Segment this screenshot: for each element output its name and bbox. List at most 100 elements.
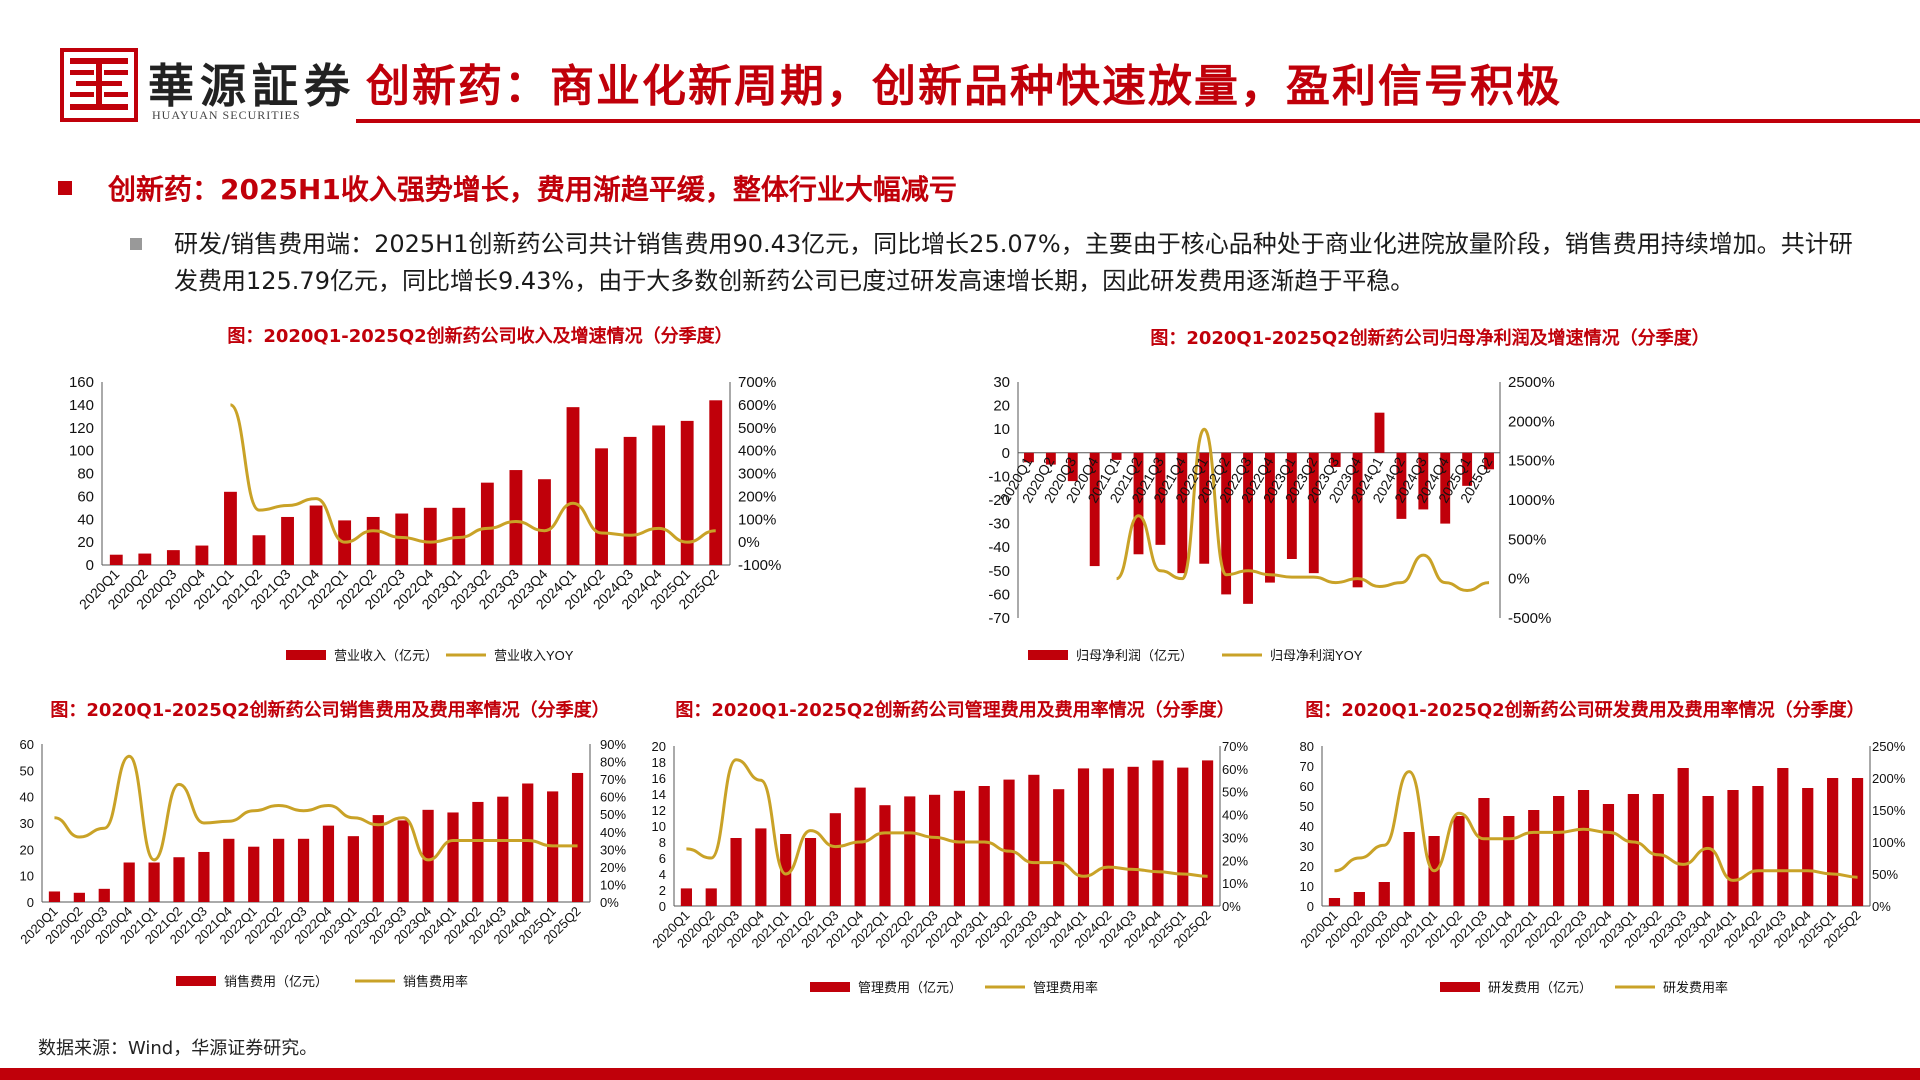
legend-bar-label: 归母净利润（亿元） bbox=[1076, 648, 1193, 663]
bar-mark bbox=[780, 834, 792, 906]
y-tick-label: 50 bbox=[20, 763, 34, 778]
y2-tick-label: -100% bbox=[738, 557, 781, 574]
rd-expense-chart: 010203040506070800%50%100%150%200%250%20… bbox=[1297, 739, 1906, 995]
bar-mark bbox=[148, 862, 160, 902]
y2-tick-label: 500% bbox=[1508, 531, 1546, 548]
chart-title-revenue: 图：2020Q1-2025Q2创新药公司收入及增速情况（分季度） bbox=[227, 326, 733, 347]
bar-mark bbox=[1528, 810, 1540, 906]
bar-mark bbox=[480, 482, 494, 565]
legend-line-label: 营业收入YOY bbox=[494, 648, 574, 663]
y-tick-label: -40 bbox=[988, 539, 1010, 556]
bar-mark bbox=[854, 787, 866, 906]
y2-tick-label: 30% bbox=[1222, 830, 1248, 845]
bar-mark bbox=[322, 825, 335, 902]
y-tick-label: 0 bbox=[27, 895, 34, 910]
y-tick-label: 10 bbox=[1300, 879, 1314, 894]
bar-mark bbox=[804, 838, 817, 906]
bar-mark bbox=[1727, 790, 1739, 906]
legend-bar-label: 研发费用（亿元） bbox=[1488, 980, 1592, 995]
y2-tick-label: 500% bbox=[738, 420, 776, 437]
bar-mark bbox=[1702, 796, 1714, 906]
bar-mark bbox=[1308, 452, 1319, 574]
y2-tick-label: 80% bbox=[600, 755, 626, 770]
sales-expense-chart: 0 10 20 30 40 50 60 0% 10% 20% 30% 40% 50% 60% 70% 80% 9… bbox=[17, 737, 626, 989]
bar-mark bbox=[1627, 794, 1639, 906]
bar-mark bbox=[1328, 898, 1341, 906]
y2-tick-label: 10% bbox=[600, 877, 626, 892]
bar-mark bbox=[1378, 882, 1390, 906]
y-tick-label: 60 bbox=[77, 488, 94, 505]
legend-bar-swatch bbox=[1028, 650, 1068, 660]
y2-tick-label: 40% bbox=[1222, 808, 1248, 823]
bar-mark bbox=[1152, 760, 1164, 906]
bar-mark bbox=[1053, 789, 1065, 906]
bar-mark bbox=[953, 790, 965, 906]
y2-tick-label: 300% bbox=[738, 466, 776, 483]
legend-bar-swatch bbox=[176, 976, 216, 986]
bar-mark bbox=[538, 479, 551, 565]
series-line bbox=[1115, 427, 1490, 592]
bar-mark bbox=[1286, 452, 1297, 559]
bar-mark bbox=[1067, 452, 1078, 482]
bar-mark bbox=[1374, 412, 1385, 453]
legend-line-label: 研发费用率 bbox=[1663, 980, 1728, 995]
bar-mark bbox=[1577, 790, 1590, 906]
bar-mark bbox=[166, 550, 180, 565]
y-tick-label: 2 bbox=[659, 883, 666, 898]
legend-bar-swatch bbox=[810, 982, 850, 992]
bar-mark bbox=[1202, 760, 1214, 906]
chart-title-sales-expense: 图：2020Q1-2025Q2创新药公司销售费用及费用率情况（分季度） bbox=[50, 700, 610, 721]
y2-tick-label: 70% bbox=[1222, 739, 1248, 754]
y2-tick-label: 70% bbox=[600, 772, 626, 787]
y-tick-label: 20 bbox=[20, 842, 34, 857]
legend-bar-label: 管理费用（亿元） bbox=[858, 980, 962, 995]
bar-mark bbox=[571, 772, 584, 902]
y-tick-label: 100 bbox=[69, 443, 94, 460]
bar-mark bbox=[1462, 452, 1473, 486]
bar-mark bbox=[281, 516, 294, 565]
y-tick-label: 10 bbox=[993, 421, 1010, 438]
bar-mark bbox=[423, 507, 437, 565]
bar-mark bbox=[1102, 768, 1114, 906]
bar-mark bbox=[297, 838, 310, 902]
bar-mark bbox=[623, 436, 637, 565]
legend-line-label: 归母净利润YOY bbox=[1270, 648, 1363, 663]
bar-mark bbox=[1155, 452, 1166, 545]
bar-mark bbox=[509, 470, 523, 565]
bar-mark bbox=[173, 857, 185, 902]
bar-mark bbox=[447, 812, 459, 902]
bar-mark bbox=[248, 846, 260, 902]
series-line bbox=[1334, 770, 1858, 882]
y2-tick-label: 60% bbox=[1222, 762, 1248, 777]
bar-mark bbox=[123, 862, 135, 902]
y-tick-label: -50 bbox=[988, 563, 1010, 580]
section-heading-text: 创新药：2025H1收入强势增长，费用渐趋平缓，整体行业大幅减亏 bbox=[108, 173, 957, 206]
y-tick-label: 12 bbox=[652, 803, 666, 818]
footer-bar bbox=[0, 1068, 1920, 1080]
bar-mark bbox=[372, 815, 384, 902]
bar-mark bbox=[395, 513, 409, 565]
y-tick-label: 60 bbox=[1300, 779, 1314, 794]
y2-tick-label: 40% bbox=[600, 825, 626, 840]
bar-mark bbox=[566, 407, 580, 565]
y-tick-label: 0 bbox=[659, 899, 666, 914]
bar-mark bbox=[1045, 452, 1056, 465]
chart-title-rd-expense: 图：2020Q1-2025Q2创新药公司研发费用及费用率情况（分季度） bbox=[1305, 700, 1865, 721]
bar-mark bbox=[1133, 452, 1144, 555]
bar-mark bbox=[1553, 796, 1565, 906]
bar-mark bbox=[1602, 804, 1615, 906]
bar-mark bbox=[829, 813, 841, 906]
y2-tick-label: 1000% bbox=[1508, 492, 1555, 509]
brand-name-en: HUAYUAN SECURITIES bbox=[152, 108, 301, 122]
bar-mark bbox=[1352, 452, 1363, 588]
y-tick-label: 30 bbox=[20, 816, 34, 831]
bar-mark bbox=[223, 838, 235, 902]
y-tick-label: -70 bbox=[988, 610, 1010, 627]
bar-mark bbox=[709, 400, 723, 565]
y2-tick-label: -500% bbox=[1508, 610, 1551, 627]
y2-tick-label: 100% bbox=[1872, 835, 1906, 850]
brand-name: 華源証券 bbox=[148, 59, 356, 113]
data-source-note: 数据来源：Wind，华源证券研究。 bbox=[38, 1038, 318, 1059]
series-line bbox=[229, 403, 716, 544]
bar-mark bbox=[652, 425, 666, 565]
